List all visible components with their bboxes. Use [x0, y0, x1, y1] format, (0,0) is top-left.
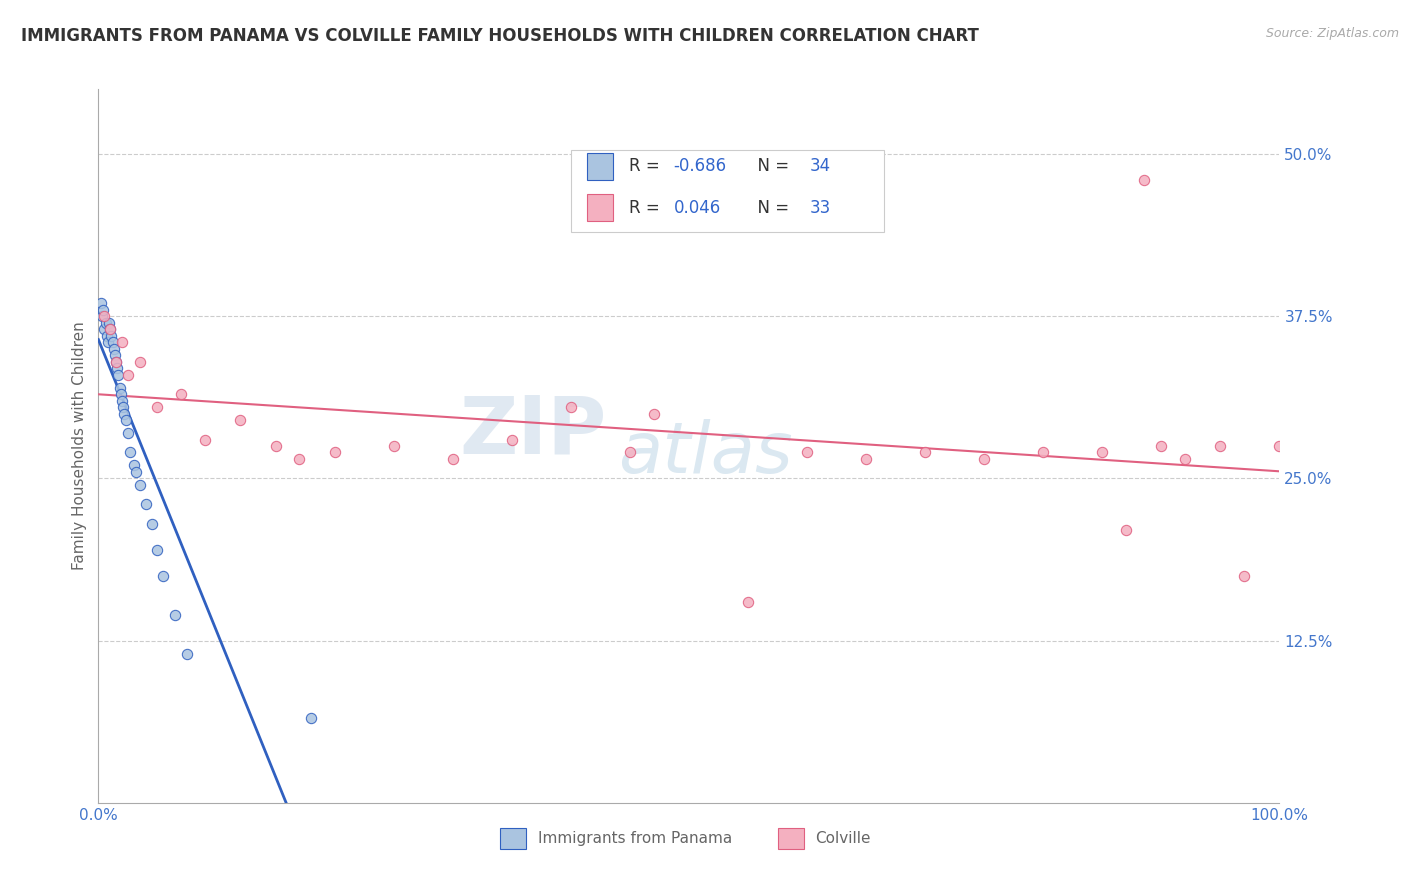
Point: [560, 400, 582, 414]
Text: 34: 34: [810, 157, 831, 175]
Text: Immigrants from Panama: Immigrants from Panama: [537, 831, 733, 846]
Point: [112, 400, 135, 414]
Point: [1132, 173, 1154, 187]
Point: [737, 595, 759, 609]
Point: [288, 452, 311, 467]
Point: [104, 348, 127, 362]
Point: [94, 316, 117, 330]
Point: [501, 433, 523, 447]
Point: [91, 302, 114, 317]
Point: [98, 322, 121, 336]
Point: [914, 445, 936, 459]
Point: [229, 413, 252, 427]
Point: [120, 445, 142, 459]
Text: R =: R =: [628, 199, 665, 217]
Text: IMMIGRANTS FROM PANAMA VS COLVILLE FAMILY HOUSEHOLDS WITH CHILDREN CORRELATION C: IMMIGRANTS FROM PANAMA VS COLVILLE FAMIL…: [21, 27, 979, 45]
Point: [135, 497, 157, 511]
FancyBboxPatch shape: [588, 153, 613, 180]
Point: [100, 328, 122, 343]
Point: [117, 368, 139, 382]
Point: [170, 387, 193, 401]
Point: [1032, 445, 1054, 459]
Point: [117, 425, 139, 440]
Point: [141, 516, 163, 531]
Point: [299, 711, 322, 725]
Text: R =: R =: [628, 157, 665, 175]
Text: Source: ZipAtlas.com: Source: ZipAtlas.com: [1265, 27, 1399, 40]
Text: -0.686: -0.686: [673, 157, 727, 175]
Point: [111, 393, 134, 408]
Point: [619, 445, 641, 459]
FancyBboxPatch shape: [778, 828, 803, 849]
Point: [1209, 439, 1232, 453]
Point: [98, 316, 121, 330]
Point: [973, 452, 995, 467]
Point: [128, 478, 150, 492]
Point: [107, 368, 129, 382]
Point: [101, 335, 124, 350]
Point: [796, 445, 818, 459]
Y-axis label: Family Households with Children: Family Households with Children: [72, 322, 87, 570]
Point: [105, 354, 128, 368]
Point: [1268, 439, 1291, 453]
Point: [323, 445, 346, 459]
Point: [1115, 524, 1137, 538]
Point: [105, 361, 128, 376]
Point: [855, 452, 877, 467]
Point: [643, 407, 665, 421]
Point: [122, 458, 145, 473]
Point: [114, 413, 136, 427]
Text: ZIP: ZIP: [458, 392, 606, 471]
Point: [108, 381, 131, 395]
Point: [128, 354, 150, 368]
Point: [264, 439, 287, 453]
Point: [96, 328, 118, 343]
Point: [152, 568, 174, 582]
Text: atlas: atlas: [619, 418, 793, 488]
Point: [111, 335, 134, 350]
Point: [112, 407, 135, 421]
Point: [176, 647, 198, 661]
Text: Colville: Colville: [815, 831, 870, 846]
Point: [105, 354, 128, 368]
Point: [146, 542, 169, 557]
Point: [146, 400, 169, 414]
Point: [441, 452, 464, 467]
Point: [165, 607, 187, 622]
Point: [382, 439, 405, 453]
Text: 33: 33: [810, 199, 831, 217]
Point: [91, 310, 114, 324]
Point: [1091, 445, 1114, 459]
Point: [1233, 568, 1256, 582]
Text: 0.046: 0.046: [673, 199, 721, 217]
FancyBboxPatch shape: [588, 194, 613, 221]
Point: [97, 335, 120, 350]
Point: [93, 322, 115, 336]
Point: [103, 342, 125, 356]
FancyBboxPatch shape: [571, 150, 884, 232]
Text: N =: N =: [747, 157, 794, 175]
Point: [1174, 452, 1197, 467]
Point: [98, 322, 121, 336]
FancyBboxPatch shape: [501, 828, 526, 849]
Point: [1150, 439, 1173, 453]
Point: [110, 387, 132, 401]
Point: [93, 310, 115, 324]
Text: N =: N =: [747, 199, 794, 217]
Point: [125, 465, 148, 479]
Point: [194, 433, 217, 447]
Point: [90, 296, 112, 310]
